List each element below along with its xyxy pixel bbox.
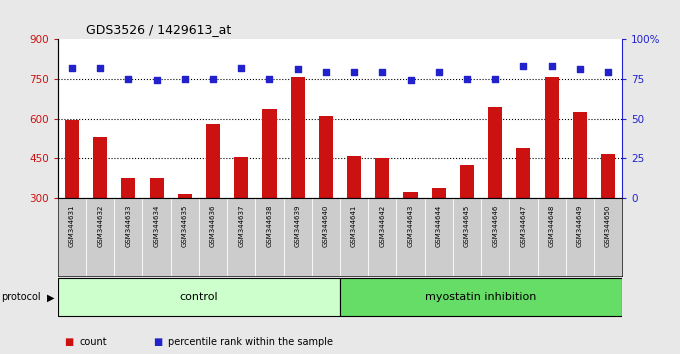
Text: GSM344638: GSM344638 xyxy=(267,205,273,247)
Text: ■: ■ xyxy=(153,337,163,347)
Text: GSM344642: GSM344642 xyxy=(379,205,386,247)
Text: GSM344640: GSM344640 xyxy=(323,205,329,247)
Text: GSM344631: GSM344631 xyxy=(69,205,75,247)
Point xyxy=(236,65,247,70)
Text: GSM344650: GSM344650 xyxy=(605,205,611,247)
Text: GSM344635: GSM344635 xyxy=(182,205,188,247)
Bar xyxy=(545,78,559,198)
Bar xyxy=(403,192,418,198)
Text: GSM344641: GSM344641 xyxy=(351,205,357,247)
Text: GSM344636: GSM344636 xyxy=(210,205,216,247)
Text: GSM344639: GSM344639 xyxy=(294,205,301,247)
Bar xyxy=(460,165,474,198)
Point xyxy=(264,76,275,82)
Bar xyxy=(65,120,79,198)
Bar xyxy=(347,156,361,198)
Bar xyxy=(234,157,248,198)
Bar xyxy=(93,137,107,198)
Text: GSM344633: GSM344633 xyxy=(125,205,131,247)
Text: GSM344648: GSM344648 xyxy=(549,205,555,247)
Bar xyxy=(516,148,530,198)
Point xyxy=(151,78,162,83)
Point xyxy=(377,70,388,75)
Point xyxy=(207,76,218,82)
Point xyxy=(462,76,473,82)
Text: GSM344646: GSM344646 xyxy=(492,205,498,247)
Point xyxy=(292,67,303,72)
Bar xyxy=(340,278,622,316)
Text: GSM344647: GSM344647 xyxy=(520,205,526,247)
Point xyxy=(518,63,529,69)
Point xyxy=(602,70,613,75)
Point xyxy=(433,70,444,75)
Point xyxy=(123,76,134,82)
Bar xyxy=(573,112,587,198)
Point xyxy=(320,70,331,75)
Point xyxy=(575,67,585,72)
Bar xyxy=(121,178,135,198)
Text: GSM344644: GSM344644 xyxy=(436,205,442,247)
Text: protocol: protocol xyxy=(1,292,40,302)
Bar xyxy=(150,178,164,198)
Point xyxy=(490,76,500,82)
Bar xyxy=(319,116,333,198)
Text: GSM344649: GSM344649 xyxy=(577,205,583,247)
Text: count: count xyxy=(80,337,107,347)
Point xyxy=(180,76,190,82)
Bar xyxy=(432,188,446,198)
Bar xyxy=(375,158,390,198)
Text: ■: ■ xyxy=(65,337,74,347)
Text: GSM344643: GSM344643 xyxy=(407,205,413,247)
Text: GSM344645: GSM344645 xyxy=(464,205,470,247)
Point xyxy=(546,63,557,69)
Bar xyxy=(488,107,503,198)
Text: GSM344637: GSM344637 xyxy=(238,205,244,247)
Text: myostatin inhibition: myostatin inhibition xyxy=(426,291,537,302)
Text: control: control xyxy=(180,291,218,302)
Point xyxy=(405,78,416,83)
Point xyxy=(67,65,78,70)
Bar xyxy=(58,278,340,316)
Point xyxy=(95,65,105,70)
Bar xyxy=(262,109,277,198)
Point xyxy=(349,70,360,75)
Bar xyxy=(601,154,615,198)
Bar xyxy=(206,124,220,198)
Bar xyxy=(290,78,305,198)
Text: GSM344634: GSM344634 xyxy=(154,205,160,247)
Text: GSM344632: GSM344632 xyxy=(97,205,103,247)
Text: GDS3526 / 1429613_at: GDS3526 / 1429613_at xyxy=(86,23,231,36)
Text: ▶: ▶ xyxy=(47,292,54,302)
Bar xyxy=(177,194,192,198)
Text: percentile rank within the sample: percentile rank within the sample xyxy=(168,337,333,347)
